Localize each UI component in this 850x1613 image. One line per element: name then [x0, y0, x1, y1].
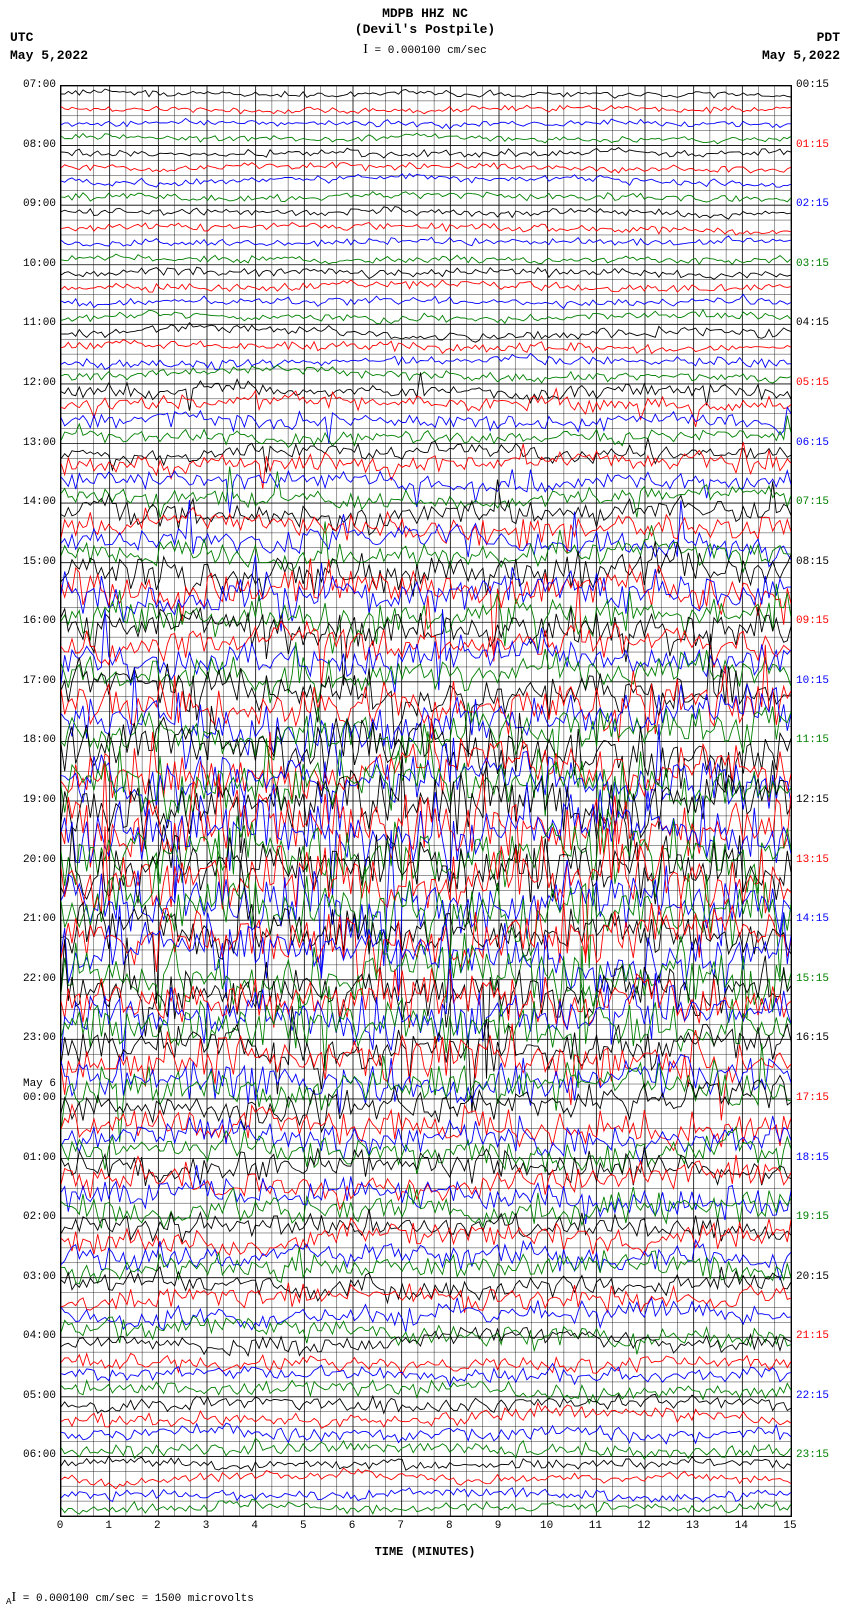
date-right: May 5,2022	[762, 48, 840, 63]
utc-label: 15:00	[8, 556, 56, 568]
utc-label: 12:00	[8, 377, 56, 389]
utc-label: 08:00	[8, 139, 56, 151]
utc-label: 14:00	[8, 496, 56, 508]
xtick-label: 10	[532, 1520, 562, 1532]
pdt-label: 22:15	[796, 1390, 844, 1402]
utc-label: 06:00	[8, 1449, 56, 1461]
footer-text: = 0.000100 cm/sec = 1500 microvolts	[23, 1593, 254, 1605]
pdt-label: 21:15	[796, 1330, 844, 1342]
pdt-label: 03:15	[796, 258, 844, 270]
xtick-label: 13	[678, 1520, 708, 1532]
utc-label: 03:00	[8, 1271, 56, 1283]
pdt-label: 01:15	[796, 139, 844, 151]
scale-text: = 0.000100 cm/sec	[375, 45, 487, 57]
utc-label: 01:00	[8, 1152, 56, 1164]
pdt-label: 05:15	[796, 377, 844, 389]
utc-label: 17:00	[8, 675, 56, 687]
utc-label: 04:00	[8, 1330, 56, 1342]
xtick-label: 3	[191, 1520, 221, 1532]
utc-label: 22:00	[8, 973, 56, 985]
utc-label: 19:00	[8, 794, 56, 806]
utc-label: 00:00	[8, 1092, 56, 1104]
pdt-label: 19:15	[796, 1211, 844, 1223]
pdt-label: 15:15	[796, 973, 844, 985]
location-subtitle: (Devil's Postpile)	[0, 22, 850, 37]
xtick-label: 0	[45, 1520, 75, 1532]
scale-indicator: I = 0.000100 cm/sec	[0, 42, 850, 58]
date-left: May 5,2022	[10, 48, 88, 63]
xtick-label: 9	[483, 1520, 513, 1532]
utc-label: 10:00	[8, 258, 56, 270]
pdt-label: 12:15	[796, 794, 844, 806]
xtick-label: 8	[434, 1520, 464, 1532]
footer-glyph: I	[12, 1590, 17, 1605]
xtick-label: 6	[337, 1520, 367, 1532]
utc-label: 13:00	[8, 437, 56, 449]
seismogram-svg	[61, 86, 791, 1516]
xtick-label: 15	[775, 1520, 805, 1532]
utc-label: 09:00	[8, 198, 56, 210]
pdt-label: 04:15	[796, 317, 844, 329]
pdt-label: 20:15	[796, 1271, 844, 1283]
utc-label: 11:00	[8, 317, 56, 329]
pdt-label: 07:15	[796, 496, 844, 508]
pdt-label: 06:15	[796, 437, 844, 449]
pdt-label: 23:15	[796, 1449, 844, 1461]
pdt-label: 17:15	[796, 1092, 844, 1104]
pdt-label: 18:15	[796, 1152, 844, 1164]
pdt-label: 13:15	[796, 854, 844, 866]
pdt-label: 00:15	[796, 79, 844, 91]
utc-label: 20:00	[8, 854, 56, 866]
xtick-label: 1	[94, 1520, 124, 1532]
pdt-label: 16:15	[796, 1032, 844, 1044]
seismogram-container: MDPB HHZ NC (Devil's Postpile) I = 0.000…	[0, 0, 850, 1613]
day-marker: May 6	[8, 1078, 56, 1090]
pdt-label: 11:15	[796, 734, 844, 746]
xaxis-title: TIME (MINUTES)	[0, 1545, 850, 1559]
xtick-label: 14	[726, 1520, 756, 1532]
pdt-label: 09:15	[796, 615, 844, 627]
footer-scale: AI = 0.000100 cm/sec = 1500 microvolts	[6, 1590, 254, 1607]
xtick-label: 4	[240, 1520, 270, 1532]
utc-label: 02:00	[8, 1211, 56, 1223]
utc-label: 23:00	[8, 1032, 56, 1044]
xtick-label: 7	[386, 1520, 416, 1532]
station-title: MDPB HHZ NC	[0, 6, 850, 21]
tz-left-label: UTC	[10, 30, 33, 45]
xtick-label: 11	[580, 1520, 610, 1532]
utc-label: 16:00	[8, 615, 56, 627]
utc-label: 05:00	[8, 1390, 56, 1402]
utc-label: 07:00	[8, 79, 56, 91]
tz-right-label: PDT	[817, 30, 840, 45]
xtick-label: 5	[288, 1520, 318, 1532]
pdt-label: 14:15	[796, 913, 844, 925]
scale-glyph: I	[363, 42, 368, 57]
pdt-label: 08:15	[796, 556, 844, 568]
plot-area	[60, 85, 792, 1517]
pdt-label: 10:15	[796, 675, 844, 687]
utc-label: 21:00	[8, 913, 56, 925]
pdt-label: 02:15	[796, 198, 844, 210]
xtick-label: 12	[629, 1520, 659, 1532]
utc-label: 18:00	[8, 734, 56, 746]
xtick-label: 2	[142, 1520, 172, 1532]
